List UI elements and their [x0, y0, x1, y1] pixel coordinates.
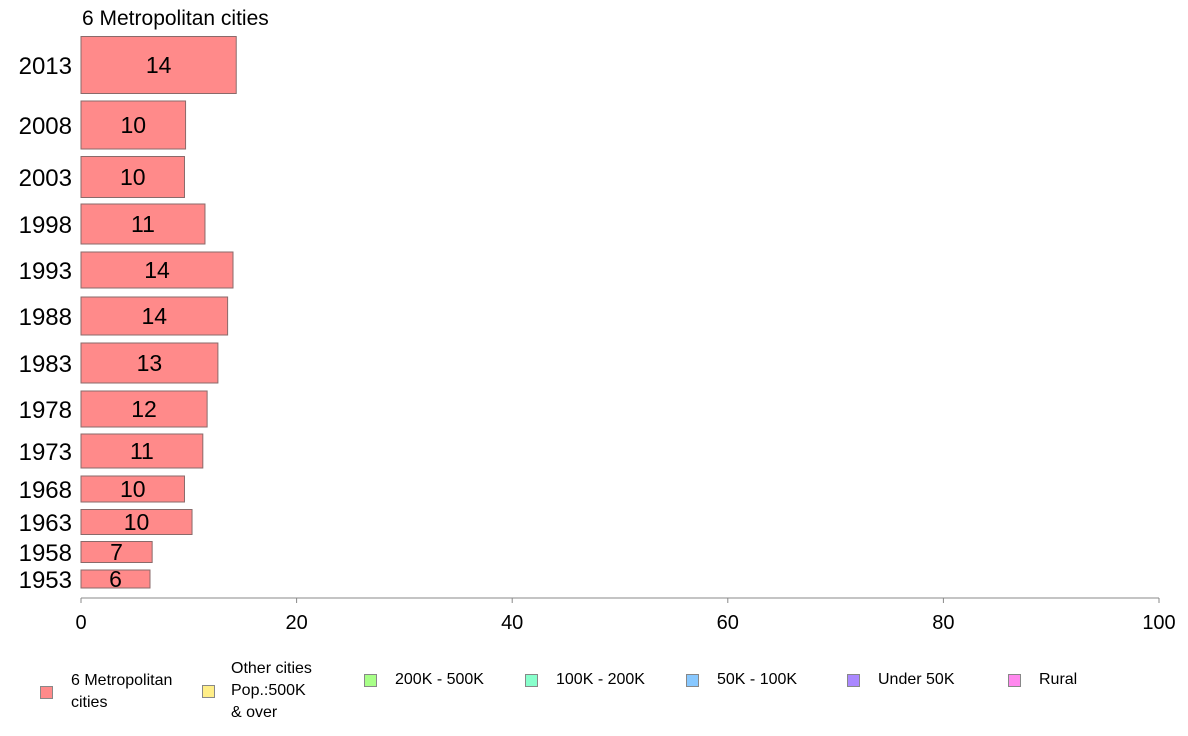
legend: 6 Metropolitan cities Other cities Pop.:…	[0, 650, 1188, 721]
bar-value-label-1988: 14	[142, 303, 168, 329]
x-tick-label-0: 0	[75, 612, 86, 634]
legend-label-rural: Rural	[1039, 671, 1078, 688]
bar-1988	[80, 296, 229, 336]
category-label-1993: 1993	[19, 258, 72, 285]
category-label-1958: 1958	[19, 540, 72, 567]
category-label-2013: 2013	[19, 53, 72, 80]
legend-swatch-50k-100k	[686, 673, 699, 687]
bar-value-label-1958: 7	[110, 539, 123, 565]
category-label-1963: 1963	[19, 510, 72, 537]
bar-1963	[80, 509, 193, 535]
legend-item-under-50k: Under 50K	[847, 669, 955, 691]
x-tick-label-100: 100	[1142, 612, 1175, 634]
x-axis: 0 20 40 60 80 100	[75, 597, 1176, 634]
bar-value-label-1953: 6	[109, 566, 122, 592]
category-label-2003: 2003	[19, 165, 72, 192]
x-tick-label-60: 60	[717, 612, 739, 634]
legend-label-other-cities: Other cities Pop.:500K & over	[231, 660, 312, 721]
bar-value-label-1983: 13	[137, 350, 163, 376]
bar-value-label-1993: 14	[144, 257, 170, 283]
bar-value-label-2008: 10	[120, 112, 146, 138]
stacked-bar-chart: 6 Metropolitan cities 142013102008102003…	[19, 7, 1176, 634]
legend-label-metropolitan: 6 Metropolitan cities	[71, 672, 173, 711]
chart-title: 6 Metropolitan cities	[82, 7, 269, 30]
bar-2013	[80, 36, 237, 94]
category-label-1988: 1988	[19, 304, 72, 331]
legend-swatch-metropolitan	[40, 685, 53, 699]
legend-label-50k-100k: 50K - 100K	[717, 671, 798, 688]
category-label-1973: 1973	[19, 439, 72, 466]
bar-2003	[80, 156, 185, 198]
x-tick-label-80: 80	[932, 612, 954, 634]
category-label-1968: 1968	[19, 477, 72, 504]
bar-1973	[80, 433, 204, 469]
bar-1983	[80, 342, 219, 384]
legend-label-200k-500k: 200K - 500K	[395, 671, 484, 688]
bar-1978	[80, 390, 208, 428]
category-label-2008: 2008	[19, 113, 72, 140]
legend-item-rural: Rural	[1008, 669, 1077, 691]
bar-1998	[80, 203, 206, 245]
bar-value-label-1963: 10	[124, 509, 150, 535]
bar-1968	[80, 475, 185, 503]
x-tick-label-40: 40	[501, 612, 523, 634]
legend-label-under-50k: Under 50K	[878, 671, 955, 688]
legend-label-100k-200k: 100K - 200K	[556, 671, 645, 688]
legend-swatch-rural	[1008, 673, 1021, 687]
legend-swatch-100k-200k	[525, 673, 538, 687]
x-tick-label-20: 20	[285, 612, 307, 634]
category-label-1983: 1983	[19, 351, 72, 378]
bar-1953	[80, 569, 151, 589]
bar-value-label-1968: 10	[120, 476, 146, 502]
legend-item-50k-100k: 50K - 100K	[686, 669, 797, 691]
legend-item-metropolitan: 6 Metropolitan cities	[40, 670, 172, 714]
legend-swatch-other-cities	[202, 684, 215, 698]
legend-item-other-cities: Other cities Pop.:500K & over	[202, 658, 312, 724]
category-label-1978: 1978	[19, 397, 72, 424]
bar-2008	[80, 100, 187, 150]
category-label-1998: 1998	[19, 212, 72, 239]
bar-1993	[80, 251, 234, 289]
legend-swatch-200k-500k	[364, 673, 377, 687]
category-label-1953: 1953	[19, 567, 72, 594]
bar-1958	[80, 541, 153, 563]
bar-value-label-2003: 10	[120, 164, 146, 190]
bar-value-label-1978: 12	[131, 396, 157, 422]
bar-value-label-1973: 11	[130, 438, 154, 464]
legend-item-200k-500k: 200K - 500K	[364, 669, 484, 691]
bar-value-label-2013: 14	[146, 52, 172, 78]
legend-swatch-under-50k	[847, 673, 860, 687]
legend-item-100k-200k: 100K - 200K	[525, 669, 645, 691]
bars-group: 14 2013 10 2008 10 2003 11 1998 14 1993 14 1988 13 19…	[19, 36, 237, 594]
bar-value-label-1998: 11	[131, 211, 155, 237]
